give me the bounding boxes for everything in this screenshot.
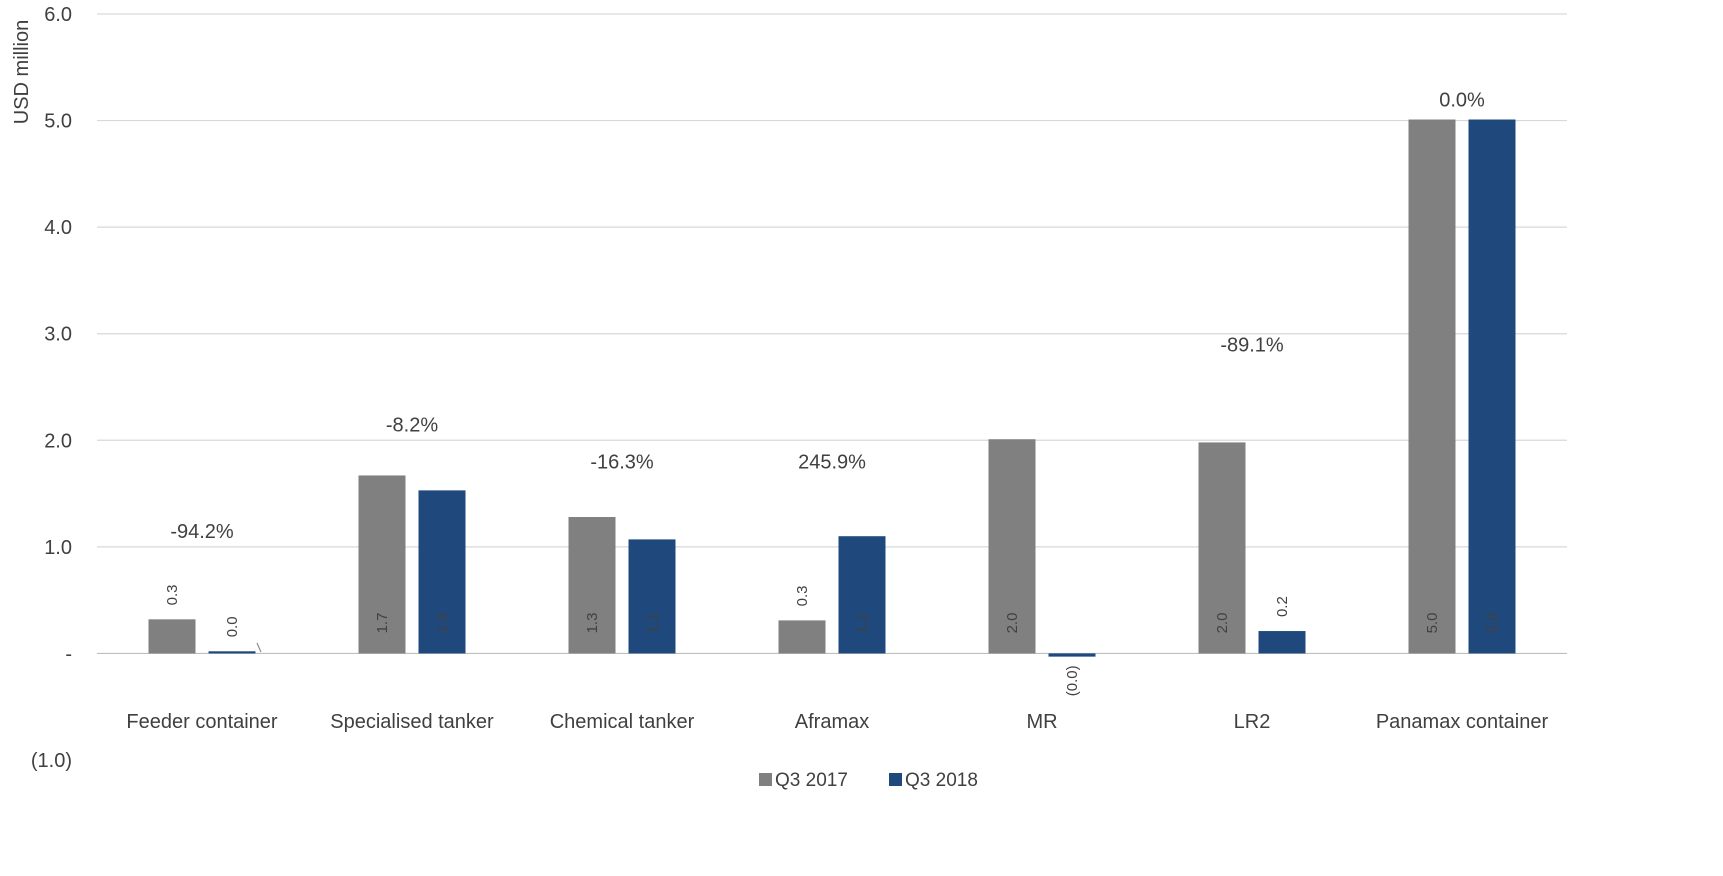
data-label: 1.1 [644,613,661,634]
data-labels: 0.3 0.0 1.7 1.5 1.3 1.1 0.3 1.1 2.0 (0.0) 2.0 0.2 5.… [164,584,1501,696]
legend-label: Q3 2018 [905,770,978,791]
category-label: Specialised tanker [330,711,494,733]
bar-q3-2017 [1198,442,1246,654]
data-label: 1.1 [854,613,871,634]
bar-q3-2018 [208,651,256,654]
bar-q3-2017 [988,439,1036,654]
data-label: (0.0) [1064,665,1081,696]
data-label: 1.5 [434,613,451,634]
bar-q3-2018 [1048,653,1096,657]
y-tick-label: 6.0 [44,4,72,26]
y-tick-label: 4.0 [44,217,72,239]
bar-q3-2018 [838,536,886,654]
leader-line [256,642,262,653]
bar-q3-2017 [1408,119,1456,654]
change-label: -89.1% [1220,334,1284,356]
data-label: 0.2 [1274,596,1291,617]
y-tick-label: 3.0 [44,324,72,346]
x-axis-categories: Feeder container Specialised tanker Chemic… [126,711,1548,733]
bar-q3-2018 [1258,631,1306,654]
gridlines [97,13,1567,655]
data-label: 0.3 [164,584,181,605]
bar-q3-2017 [568,517,616,654]
bar-q3-2017 [778,620,826,654]
data-label: 1.3 [584,613,601,634]
data-label: 2.0 [1004,613,1021,634]
category-label: Chemical tanker [550,711,695,733]
y-tick-label: - [65,643,72,665]
data-label: 1.7 [374,613,391,634]
bars [148,119,1516,657]
bar-q3-2018 [628,539,676,654]
category-label: Aframax [795,711,869,733]
data-label: 2.0 [1214,613,1231,634]
change-label: 245.9% [798,452,866,474]
y-axis-title: USD million [11,20,33,124]
y-tick-label: 2.0 [44,430,72,452]
change-label: -94.2% [170,521,234,543]
category-label: Panamax container [1376,711,1549,733]
change-label: 0.0% [1439,89,1485,111]
legend: Q3 2017 Q3 2018 [759,770,978,791]
y-tick-label: 5.0 [44,111,72,133]
y-axis-ticks: 6.0 5.0 4.0 3.0 2.0 1.0 - (1.0) [31,4,72,772]
data-label: 0.3 [794,586,811,607]
category-label: Feeder container [126,711,278,733]
change-label: -16.3% [590,452,654,474]
bar-q3-2017 [148,619,196,654]
change-label: -8.2% [386,414,438,436]
legend-swatch [759,773,772,786]
category-label: MR [1026,711,1057,733]
legend-label: Q3 2017 [775,770,848,791]
data-label: 5.0 [1484,613,1501,634]
y-tick-label: (1.0) [31,750,72,772]
category-label: LR2 [1234,711,1271,733]
bar-q3-2017 [358,475,406,654]
bar-q3-2018 [418,490,466,654]
legend-swatch [889,773,902,786]
bar-q3-2018 [1468,119,1516,654]
data-label: 0.0 [224,616,241,637]
y-tick-label: 1.0 [44,537,72,559]
data-label: 5.0 [1424,613,1441,634]
change-labels: -94.2% -8.2% -16.3% 245.9% -89.1% 0.0% [170,89,1485,543]
